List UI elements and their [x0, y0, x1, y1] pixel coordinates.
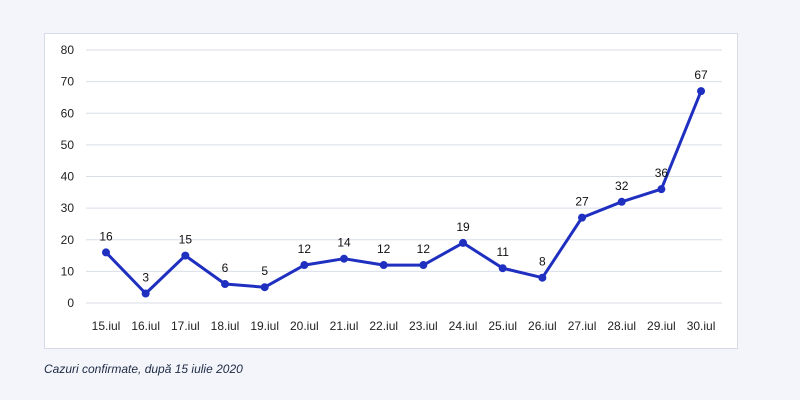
y-tick-label: 10 [61, 264, 75, 278]
data-label: 12 [377, 242, 391, 256]
chart-frame [44, 33, 738, 349]
chart-caption: Cazuri confirmate, după 15 iulie 2020 [44, 362, 243, 376]
y-tick-label: 30 [61, 201, 75, 215]
data-labels: 16 3 15 6 5 12 14 12 12 19 11 8 27 32 36 67 [99, 68, 708, 284]
data-point [459, 238, 468, 247]
data-point [181, 251, 190, 260]
x-tick-label: 27.iul [568, 319, 597, 333]
data-point [538, 273, 547, 282]
data-point [578, 213, 587, 222]
data-point [697, 87, 706, 96]
x-tick-label: 15.iul [92, 319, 121, 333]
data-points [102, 87, 706, 298]
data-label: 6 [222, 261, 229, 275]
data-point [221, 280, 230, 289]
x-tick-label: 18.iul [211, 319, 240, 333]
data-label: 3 [142, 271, 149, 285]
x-tick-label: 17.iul [171, 319, 200, 333]
data-point [260, 283, 269, 292]
data-label: 11 [496, 245, 509, 259]
data-label: 5 [261, 264, 268, 278]
data-label: 32 [615, 179, 629, 193]
x-tick-label: 25.iul [488, 319, 517, 333]
data-point [419, 261, 428, 270]
x-tick-label: 21.iul [330, 319, 359, 333]
x-tick-label: 28.iul [607, 319, 636, 333]
x-tick-label: 30.iul [687, 319, 716, 333]
data-point [340, 254, 349, 263]
y-tick-label: 40 [61, 170, 75, 184]
x-tick-label: 23.iul [409, 319, 438, 333]
y-tick-label: 60 [61, 106, 75, 120]
x-tick-label: 16.iul [131, 319, 160, 333]
y-tick-label: 70 [61, 75, 75, 89]
data-label: 67 [694, 68, 708, 82]
data-label: 15 [179, 233, 193, 247]
data-point [300, 261, 309, 270]
x-tick-label: 29.iul [647, 319, 676, 333]
data-label: 14 [337, 236, 351, 250]
x-tick-label: 26.iul [528, 319, 557, 333]
grid [86, 49, 722, 304]
data-label: 16 [99, 229, 113, 243]
data-point [617, 197, 626, 206]
data-label: 19 [456, 220, 470, 234]
y-tick-label: 0 [67, 296, 74, 310]
y-tick-label: 20 [61, 233, 75, 247]
x-tick-label: 19.iul [250, 319, 279, 333]
x-axis: 15.iul 16.iul 17.iul 18.iul 19.iul 20.iul 21.i… [92, 319, 716, 333]
series-line [104, 89, 703, 295]
data-label: 12 [417, 242, 431, 256]
y-tick-label: 80 [61, 43, 75, 57]
x-tick-label: 22.iul [369, 319, 398, 333]
data-point [498, 264, 507, 273]
data-point [379, 261, 388, 270]
data-label: 27 [575, 195, 589, 209]
y-axis: 0 10 20 30 40 50 60 70 80 [61, 43, 75, 310]
y-tick-label: 50 [61, 138, 75, 152]
data-label: 36 [655, 166, 669, 180]
x-tick-label: 20.iul [290, 319, 319, 333]
data-label: 12 [298, 242, 312, 256]
data-label: 8 [539, 255, 546, 269]
data-point [657, 185, 666, 194]
x-tick-label: 24.iul [449, 319, 478, 333]
data-point [102, 248, 110, 257]
data-point [141, 289, 150, 298]
